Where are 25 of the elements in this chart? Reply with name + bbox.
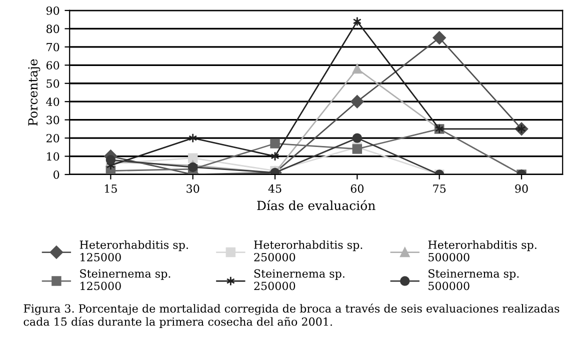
legend-label: Steinernema sp. 125000 [80, 269, 170, 290]
x-tick-label: 30 [186, 184, 200, 193]
y-tick-label: 0 [54, 170, 60, 179]
y-tick-label: 90 [46, 6, 60, 15]
x-tick-label: 15 [104, 184, 117, 193]
y-tick-label: 70 [46, 42, 60, 52]
y-tick-label: 20 [46, 134, 60, 142]
y-tick-label: 60 [46, 61, 60, 70]
text: Figura 3. Porcentaje de mortalidad corregida de broca a través de seis evaluaciones realizadas cada 15 días durante la primera cosecha del año 2001. [24, 304, 560, 328]
y-tick-label: 50 [46, 79, 60, 88]
x-tick-label: 90 [515, 184, 528, 193]
y-tick-label: 10 [47, 152, 60, 161]
y-tick-label: 40 [46, 98, 60, 106]
legend-label: Heterorhabditis sp. 250000 [254, 240, 362, 262]
x-axis-title: Días de evaluación [257, 200, 376, 210]
y-tick-label: 80 [46, 24, 60, 34]
x-tick-label: 60 [350, 184, 364, 193]
legend-label: Heterorhabditis sp. 125000 [80, 240, 188, 262]
x-tick-label: 75 [433, 184, 446, 193]
x-tick-label: 45 [268, 184, 282, 193]
legend-label: Steinernema sp. 500000 [428, 269, 519, 290]
legend-label: Heterorhabditis sp. 500000 [428, 240, 536, 262]
y-axis-title: Porcentaje [28, 59, 40, 126]
legend-label: Steinernema sp. 250000 [254, 269, 344, 290]
y-tick-label: 30 [46, 116, 60, 124]
